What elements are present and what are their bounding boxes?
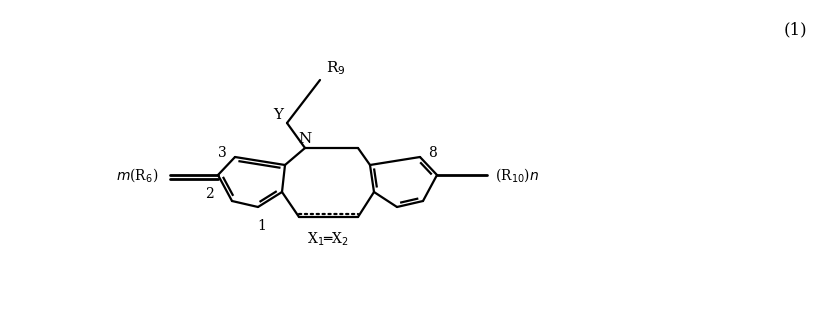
Text: (R$_{10}$)$n$: (R$_{10}$)$n$ [495,166,539,184]
Text: R$_9$: R$_9$ [326,59,345,77]
Text: N: N [298,132,311,146]
Text: 3: 3 [218,146,227,160]
Text: (1): (1) [783,21,807,39]
Text: X$_1$═X$_2$: X$_1$═X$_2$ [307,231,349,248]
Text: 8: 8 [428,146,437,160]
Text: 1: 1 [258,219,267,233]
Text: Y: Y [273,108,283,122]
Text: 2: 2 [205,187,214,201]
Text: $m$(R$_6$): $m$(R$_6$) [116,166,158,184]
